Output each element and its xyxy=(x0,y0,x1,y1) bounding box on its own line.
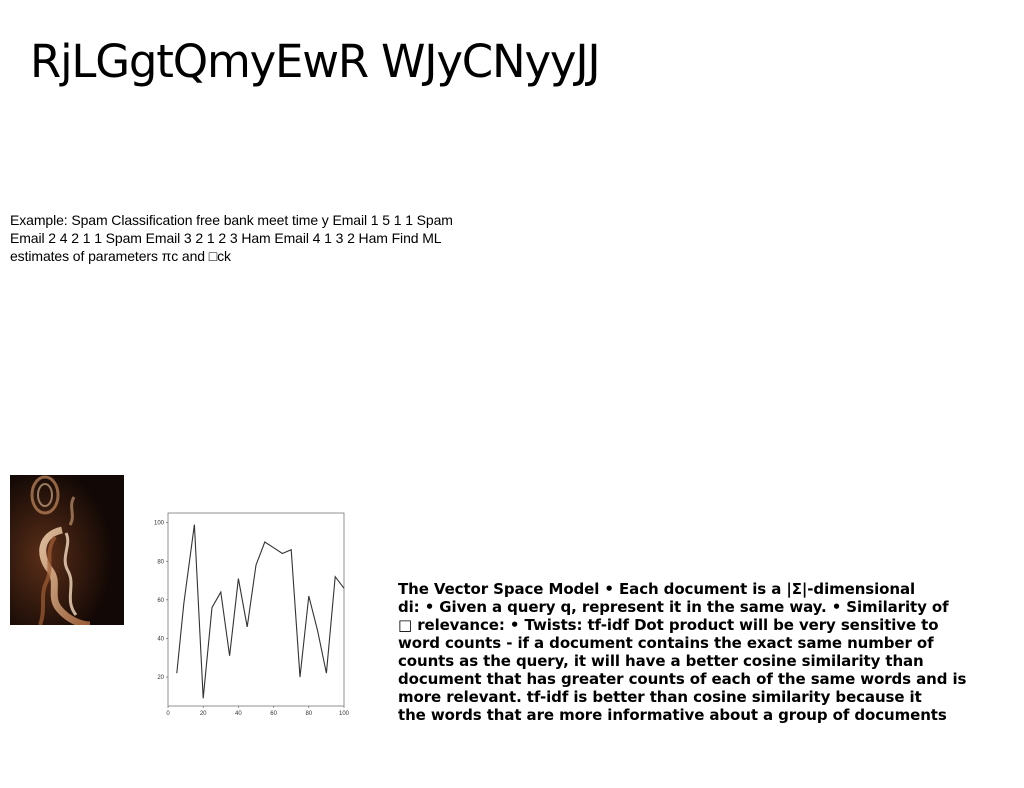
plot-frame xyxy=(167,512,345,707)
x-tick-label: 60 xyxy=(270,711,277,717)
page-title: RjLGgtQmyEwR WJyCNyyJJ xyxy=(30,35,601,88)
smoke-photo-icon xyxy=(10,475,124,625)
y-tick-label: 80 xyxy=(157,559,164,565)
series-line xyxy=(176,524,345,699)
y-tick-label: 20 xyxy=(157,675,164,681)
x-tick-label: 100 xyxy=(339,711,350,717)
x-tick-label: 0 xyxy=(166,711,170,717)
y-tick-label: 100 xyxy=(154,521,165,527)
x-tick-label: 80 xyxy=(305,711,312,717)
line-chart: 20 40 60 80 100 0 20 40 60 80 100 xyxy=(150,508,350,723)
y-tick-label: 40 xyxy=(157,636,164,642)
example-text: Example: Spam Classification free bank m… xyxy=(10,212,453,264)
y-tick-label: 60 xyxy=(157,598,164,604)
smoke-photo xyxy=(10,475,124,625)
vector-space-text: The Vector Space Model • Each document i… xyxy=(398,580,967,724)
x-tick-label: 20 xyxy=(200,711,207,717)
x-tick-label: 40 xyxy=(235,711,242,717)
